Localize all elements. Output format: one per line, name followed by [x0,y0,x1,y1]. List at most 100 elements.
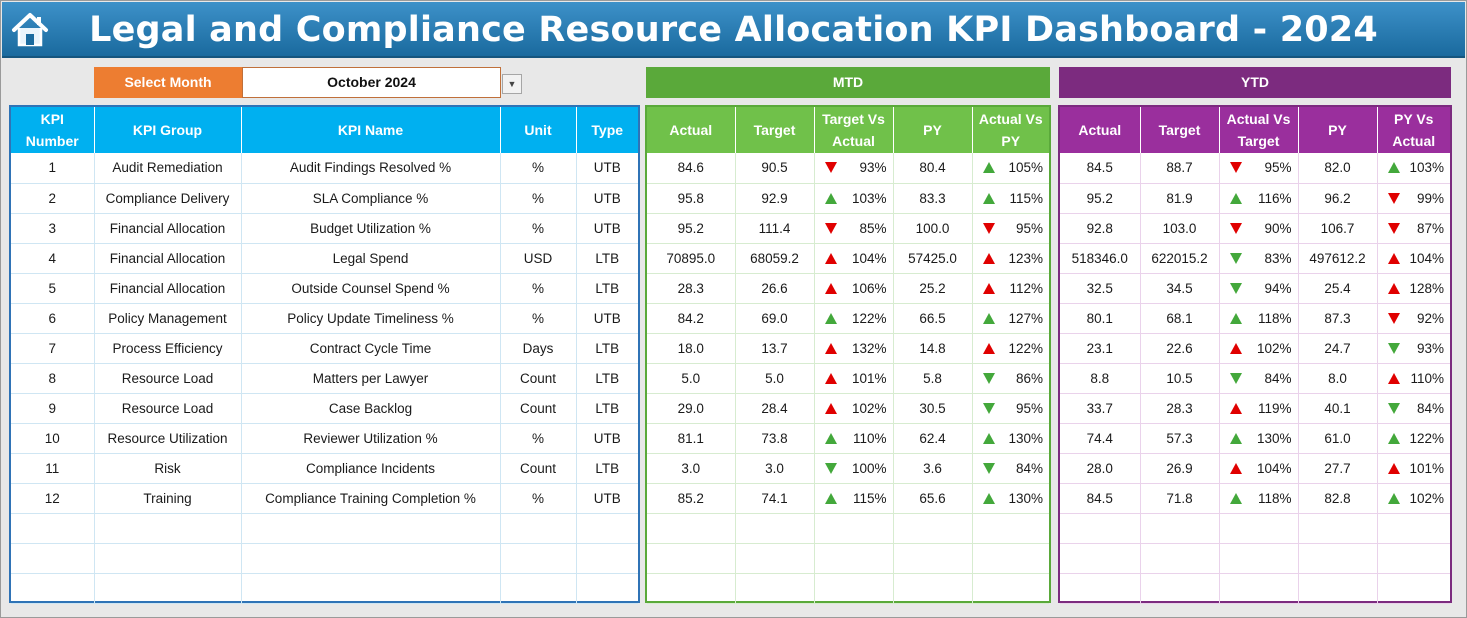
table-row: 70895.0 68059.2 104% 57425.0 123% [647,243,1049,274]
ytd-actual-vs-target-value: 118% [1257,490,1292,506]
table-row: 518346.0 622015.2 83% 497612.2 104% [1060,243,1450,274]
arrow-down-icon [1229,252,1242,264]
kpi-type: UTB [576,213,638,244]
ytd-actual-vs-target-value: 119% [1257,400,1292,416]
kpi-name: Audit Findings Resolved % [241,153,501,184]
mtd-target: 13.7 [735,333,815,364]
table-row: 4 Financial Allocation Legal Spend USD LTB [11,243,638,274]
table-row: 18.0 13.7 132% 14.8 122% [647,333,1049,364]
ytd-actual: 74.4 [1060,423,1141,454]
page-title: Legal and Compliance Resource Allocation… [89,10,1378,50]
ytd-table: Actual Target Actual Vs Target PY PY Vs Actu… [1060,107,1450,604]
mtd-target-vs-actual: 101% [814,363,894,394]
ytd-py-vs-actual: 128% [1377,273,1450,304]
arrow-up-icon [1387,492,1400,504]
mtd-target-vs-actual: 106% [814,273,894,304]
table-row: 33.7 28.3 119% 40.1 84% [1060,393,1450,424]
ytd-actual-vs-target-value: 94% [1264,280,1292,296]
table-row: 29.0 28.4 102% 30.5 95% [647,393,1049,424]
ytd-panel: Actual Target Actual Vs Target PY PY Vs Actu… [1058,105,1452,604]
ytd-py-vs-actual-value: 103% [1409,160,1444,176]
table-row: 5 Financial Allocation Outside Counsel Spe… [11,273,638,304]
kpi-unit: % [500,213,577,244]
arrow-down-icon [982,402,995,414]
ytd-py-vs-actual-value: 92% [1416,310,1444,326]
ytd-py-vs-actual-value: 87% [1416,220,1444,236]
table-row: 84.5 71.8 118% 82.8 102% [1060,483,1450,514]
empty-cell [1140,513,1220,544]
mtd-py: 14.8 [893,333,973,364]
mtd-actual-vs-py-value: 130% [1008,430,1043,446]
table-row: 8.8 10.5 84% 8.0 110% [1060,363,1450,394]
table-row: 6 Policy Management Policy Update Timeline… [11,303,638,334]
empty-cell [576,573,638,604]
ytd-py-vs-actual-value: 104% [1409,250,1444,266]
ytd-py-vs-actual-value: 122% [1409,430,1444,446]
mtd-py: 83.3 [893,183,973,214]
table-row: 80.1 68.1 118% 87.3 92% [1060,303,1450,334]
mtd-py: 65.6 [893,483,973,514]
ytd-py-vs-actual: 104% [1377,243,1450,274]
mtd-target-vs-actual-value: 110% [852,430,887,446]
mtd-column-header: Actual [647,107,736,153]
empty-cell [893,513,973,544]
arrow-down-icon [824,222,837,234]
ytd-py-vs-actual: 110% [1377,363,1450,394]
kpi-name: Outside Counsel Spend % [241,273,501,304]
mtd-actual-vs-py-value: 112% [1009,280,1043,296]
kpi-name: Reviewer Utilization % [241,423,501,454]
ytd-actual-vs-target: 118% [1219,303,1299,334]
mtd-actual: 28.3 [647,273,736,304]
ytd-py-vs-actual: 84% [1377,393,1450,424]
empty-cell [576,543,638,574]
ytd-actual-vs-target-value: 95% [1264,160,1292,176]
kpi-name: Compliance Incidents [241,453,501,484]
mtd-target-vs-actual-value: 100% [851,460,887,476]
arrow-up-icon [1229,192,1242,204]
ytd-actual: 80.1 [1060,303,1141,334]
ytd-column-header: Target [1140,107,1220,153]
kpi-group: Financial Allocation [94,273,242,304]
empty-cell [1377,573,1450,604]
mtd-target-vs-actual-value: 93% [859,160,887,176]
kpi-number: 5 [11,273,95,304]
home-icon[interactable] [10,10,50,50]
mtd-target-vs-actual: 110% [814,423,894,454]
mtd-actual-vs-py-value: 115% [1009,190,1043,206]
arrow-up-icon [1387,162,1400,174]
arrow-up-icon [982,312,995,324]
mtd-target-vs-actual: 85% [814,213,894,244]
kpi-type: LTB [576,453,638,484]
ytd-target: 10.5 [1140,363,1220,394]
empty-cell [11,573,95,604]
mtd-actual-vs-py: 130% [972,423,1049,454]
ytd-actual-vs-target-value: 116% [1257,190,1292,206]
kpi-number: 10 [11,423,95,454]
table-row: 85.2 74.1 115% 65.6 130% [647,483,1049,514]
arrow-down-icon [1229,222,1242,234]
ytd-py-vs-actual-value: 93% [1416,340,1444,356]
mtd-target: 3.0 [735,453,815,484]
table-row: 84.6 90.5 93% 80.4 105% [647,153,1049,184]
kpi-name: Legal Spend [241,243,501,274]
mtd-actual-vs-py-value: 123% [1008,250,1043,266]
mtd-column-header: Target Vs Actual [814,107,894,153]
empty-cell [972,573,1049,604]
table-row [647,513,1049,544]
kpi-number: 6 [11,303,95,334]
mtd-section-header: MTD [646,67,1050,98]
arrow-up-icon [1229,432,1242,444]
ytd-target: 71.8 [1140,483,1220,514]
mtd-actual-vs-py: 130% [972,483,1049,514]
kpi-name: Case Backlog [241,393,501,424]
ytd-py: 87.3 [1298,303,1378,334]
chevron-down-icon[interactable]: ▼ [502,74,522,94]
table-row: 5.0 5.0 101% 5.8 86% [647,363,1049,394]
ytd-target: 34.5 [1140,273,1220,304]
ytd-py: 40.1 [1298,393,1378,424]
table-row: 11 Risk Compliance Incidents Count LTB [11,453,638,484]
kpi-type: UTB [576,183,638,214]
month-select[interactable]: October 2024 [242,67,501,98]
mtd-py: 66.5 [893,303,973,334]
mtd-py: 30.5 [893,393,973,424]
